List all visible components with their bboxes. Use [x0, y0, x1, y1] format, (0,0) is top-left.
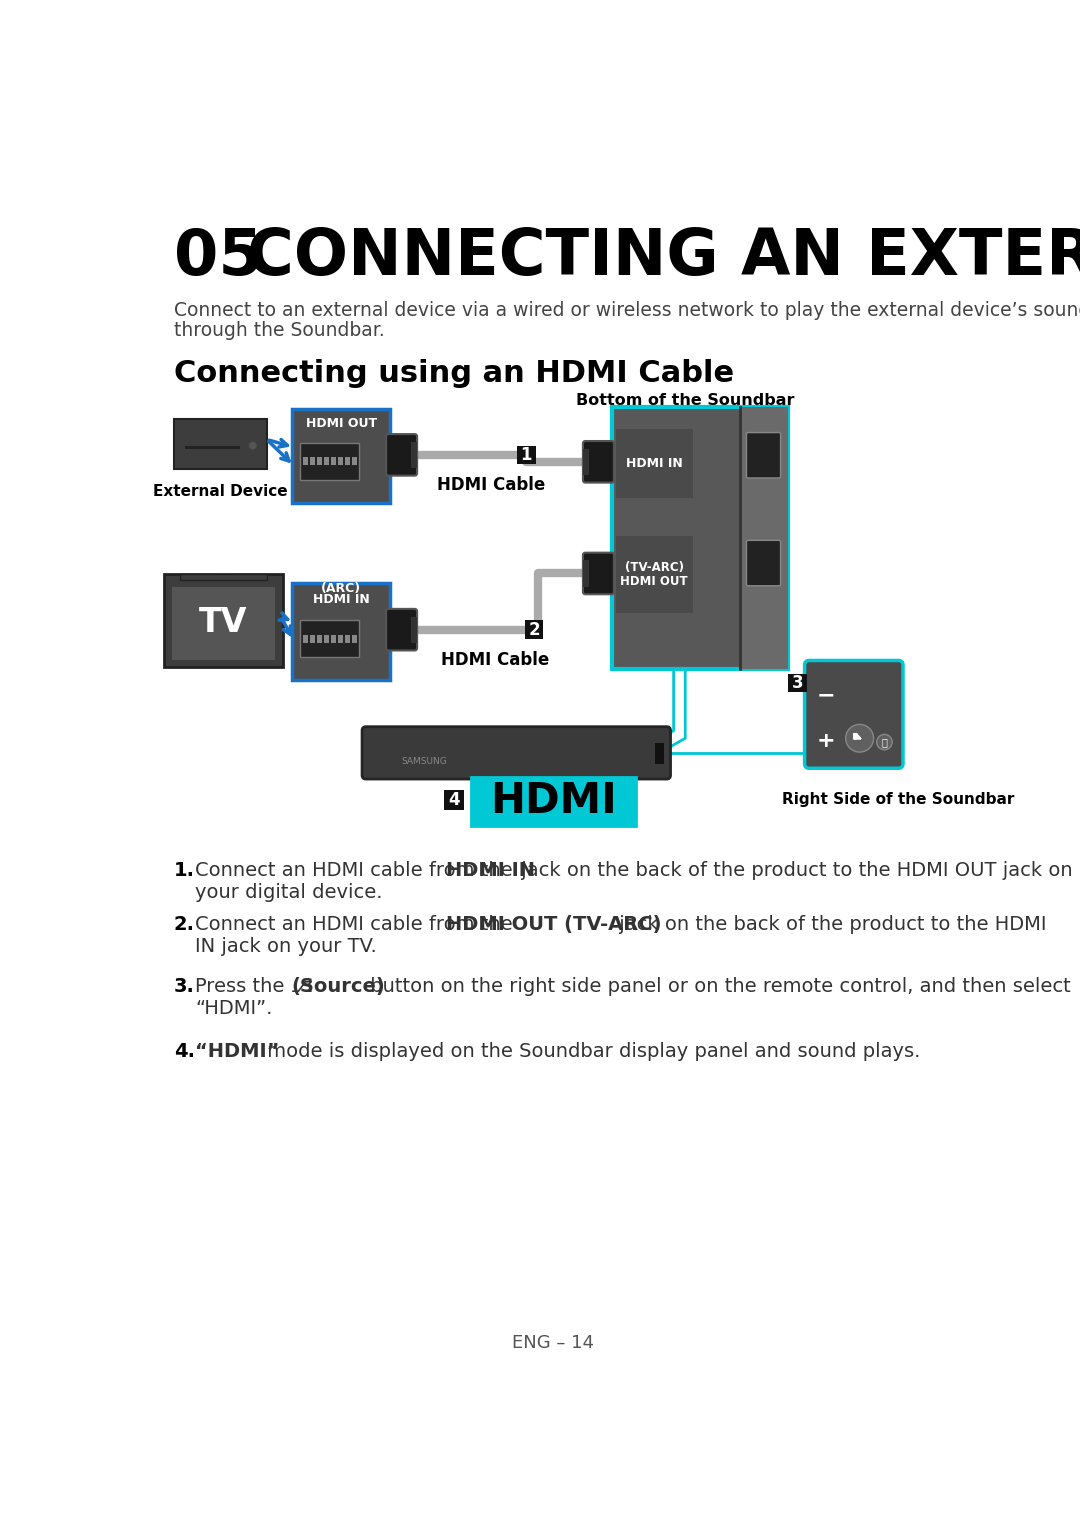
Text: −: −	[816, 686, 836, 706]
FancyBboxPatch shape	[164, 574, 283, 668]
Bar	[345, 636, 350, 643]
Text: 3.: 3.	[174, 977, 194, 996]
Text: ENG – 14: ENG – 14	[513, 1334, 594, 1351]
Text: jack on the back of the product to the HDMI: jack on the back of the product to the H…	[613, 915, 1047, 935]
FancyBboxPatch shape	[611, 408, 788, 669]
Circle shape	[877, 734, 892, 749]
Bar	[410, 616, 417, 643]
Text: HDMI OUT: HDMI OUT	[620, 574, 688, 588]
Text: mode is displayed on the Soundbar display panel and sound plays.: mode is displayed on the Soundbar displa…	[261, 1042, 920, 1062]
Text: HDMI Cable: HDMI Cable	[442, 651, 550, 669]
Bar	[303, 457, 308, 464]
Bar	[444, 791, 464, 810]
Text: IN jack on your TV.: IN jack on your TV.	[195, 938, 377, 956]
FancyBboxPatch shape	[583, 441, 613, 483]
FancyBboxPatch shape	[387, 434, 417, 475]
Bar	[318, 636, 322, 643]
Text: HDMI IN: HDMI IN	[626, 457, 683, 470]
FancyBboxPatch shape	[300, 619, 359, 657]
Bar	[310, 636, 314, 643]
Text: Right Side of the Soundbar: Right Side of the Soundbar	[782, 792, 1014, 807]
Bar	[352, 457, 356, 464]
Bar	[525, 620, 543, 639]
Text: SAMSUNG: SAMSUNG	[401, 757, 447, 766]
Bar	[310, 457, 314, 464]
Bar	[332, 636, 336, 643]
Text: 3: 3	[792, 674, 804, 692]
Text: CONNECTING AN EXTERNAL DEVICE: CONNECTING AN EXTERNAL DEVICE	[247, 227, 1080, 288]
Bar	[338, 636, 342, 643]
Text: 2: 2	[528, 620, 540, 639]
Text: ⏻: ⏻	[881, 737, 888, 748]
Circle shape	[846, 725, 874, 752]
Text: HDMI: HDMI	[490, 780, 617, 823]
Bar	[332, 457, 336, 464]
FancyBboxPatch shape	[362, 726, 671, 780]
Text: Connecting using an HDMI Cable: Connecting using an HDMI Cable	[174, 360, 734, 389]
FancyBboxPatch shape	[805, 660, 903, 768]
Text: Connect an HDMI cable from the: Connect an HDMI cable from the	[195, 915, 519, 935]
Text: Connect to an external device via a wired or wireless network to play the extern: Connect to an external device via a wire…	[174, 300, 1080, 320]
Text: button on the right side panel or on the remote control, and then select: button on the right side panel or on the…	[364, 977, 1071, 996]
Text: “HDMI”.: “HDMI”.	[195, 999, 273, 1017]
Text: 4.: 4.	[174, 1042, 194, 1062]
Text: HDMI IN: HDMI IN	[313, 593, 369, 607]
Text: HDMI OUT (TV-ARC): HDMI OUT (TV-ARC)	[446, 915, 662, 935]
Bar	[324, 457, 328, 464]
Text: Press the ⎇: Press the ⎇	[195, 977, 320, 996]
FancyBboxPatch shape	[387, 608, 417, 651]
FancyBboxPatch shape	[746, 541, 781, 585]
Bar	[324, 636, 328, 643]
Bar	[318, 457, 322, 464]
FancyBboxPatch shape	[180, 574, 267, 581]
Text: (ARC): (ARC)	[321, 582, 361, 596]
Text: 4: 4	[448, 791, 460, 809]
Text: Bottom of the Soundbar: Bottom of the Soundbar	[576, 394, 795, 409]
Text: HDMI Cable: HDMI Cable	[437, 476, 545, 495]
Text: HDMI IN: HDMI IN	[446, 861, 536, 881]
Bar	[303, 636, 308, 643]
Bar	[352, 636, 356, 643]
Bar	[218, 573, 229, 587]
FancyBboxPatch shape	[471, 777, 636, 826]
Text: “HDMI”: “HDMI”	[195, 1042, 280, 1062]
FancyBboxPatch shape	[293, 409, 390, 504]
Text: 2.: 2.	[174, 915, 194, 935]
Bar	[740, 408, 788, 669]
Text: 05: 05	[174, 227, 262, 288]
Text: 1: 1	[521, 446, 532, 464]
Circle shape	[248, 441, 257, 449]
Text: jack on the back of the product to the HDMI OUT jack on: jack on the back of the product to the H…	[515, 861, 1074, 881]
FancyBboxPatch shape	[293, 582, 390, 680]
Bar	[656, 743, 663, 764]
Bar	[338, 457, 342, 464]
Text: +: +	[816, 731, 836, 751]
Bar	[345, 457, 350, 464]
Text: TV: TV	[199, 607, 247, 639]
Bar	[517, 446, 536, 464]
Text: Connect an HDMI cable from the: Connect an HDMI cable from the	[195, 861, 519, 881]
Bar	[788, 674, 807, 692]
FancyBboxPatch shape	[300, 443, 359, 481]
Bar	[616, 536, 693, 613]
FancyBboxPatch shape	[746, 432, 781, 478]
Text: (Source): (Source)	[292, 977, 386, 996]
Text: (TV-ARC): (TV-ARC)	[624, 561, 684, 574]
FancyBboxPatch shape	[583, 553, 613, 594]
Bar	[616, 429, 693, 498]
Text: HDMI OUT: HDMI OUT	[306, 417, 377, 430]
FancyBboxPatch shape	[174, 418, 267, 469]
Bar	[853, 732, 858, 738]
Bar	[186, 446, 240, 449]
Text: External Device: External Device	[153, 484, 287, 499]
Text: 1.: 1.	[174, 861, 194, 881]
Text: your digital device.: your digital device.	[195, 882, 383, 902]
Bar	[583, 449, 590, 475]
Bar	[172, 587, 274, 660]
Bar	[583, 561, 590, 587]
Text: through the Soundbar.: through the Soundbar.	[174, 320, 384, 340]
Bar	[410, 441, 417, 467]
